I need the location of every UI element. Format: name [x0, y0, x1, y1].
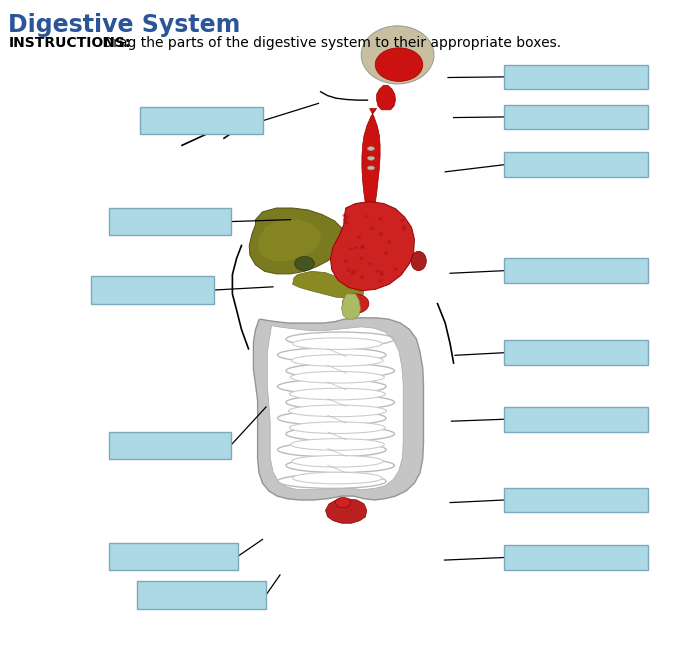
Polygon shape [267, 326, 403, 490]
FancyBboxPatch shape [91, 276, 214, 304]
Ellipse shape [344, 221, 349, 224]
FancyBboxPatch shape [504, 340, 648, 365]
Ellipse shape [290, 371, 384, 383]
FancyBboxPatch shape [108, 208, 231, 235]
Ellipse shape [293, 472, 382, 484]
FancyBboxPatch shape [140, 107, 262, 134]
Ellipse shape [295, 256, 314, 271]
FancyBboxPatch shape [108, 543, 238, 570]
FancyBboxPatch shape [504, 258, 648, 283]
Polygon shape [377, 85, 395, 110]
Ellipse shape [379, 233, 383, 236]
Ellipse shape [402, 227, 406, 231]
Text: Drag the parts of the digestive system to their appropriate boxes.: Drag the parts of the digestive system t… [98, 36, 561, 50]
Ellipse shape [368, 156, 374, 160]
Ellipse shape [291, 355, 384, 366]
Polygon shape [330, 202, 414, 291]
Polygon shape [258, 220, 321, 261]
Ellipse shape [354, 246, 358, 249]
Ellipse shape [387, 240, 391, 244]
Ellipse shape [288, 405, 386, 417]
Ellipse shape [291, 455, 384, 467]
Ellipse shape [365, 215, 369, 218]
Ellipse shape [344, 260, 348, 263]
Ellipse shape [352, 269, 356, 273]
Polygon shape [342, 294, 360, 319]
Ellipse shape [378, 279, 382, 282]
Ellipse shape [360, 245, 364, 249]
FancyBboxPatch shape [504, 407, 648, 432]
Ellipse shape [379, 273, 384, 276]
Text: Digestive System: Digestive System [8, 13, 241, 37]
Ellipse shape [342, 214, 346, 217]
Ellipse shape [293, 338, 382, 349]
Ellipse shape [400, 219, 405, 222]
Ellipse shape [384, 251, 388, 255]
Ellipse shape [370, 227, 374, 230]
Polygon shape [249, 208, 346, 274]
Polygon shape [293, 271, 364, 298]
Ellipse shape [346, 269, 351, 272]
Ellipse shape [345, 215, 349, 218]
Ellipse shape [375, 269, 379, 273]
Ellipse shape [379, 271, 384, 274]
Ellipse shape [342, 294, 369, 313]
Ellipse shape [393, 267, 398, 271]
Ellipse shape [360, 245, 365, 249]
Ellipse shape [368, 166, 374, 170]
FancyBboxPatch shape [504, 152, 648, 177]
Polygon shape [253, 318, 424, 500]
FancyBboxPatch shape [136, 581, 266, 609]
FancyBboxPatch shape [504, 105, 648, 129]
Ellipse shape [357, 236, 361, 239]
Ellipse shape [359, 256, 363, 260]
Ellipse shape [290, 388, 385, 400]
Ellipse shape [290, 439, 384, 450]
Polygon shape [362, 109, 380, 203]
Ellipse shape [368, 262, 372, 265]
Ellipse shape [290, 422, 385, 433]
Ellipse shape [351, 271, 355, 275]
Ellipse shape [368, 147, 374, 151]
Ellipse shape [343, 218, 347, 221]
Ellipse shape [361, 26, 434, 84]
FancyBboxPatch shape [108, 432, 231, 459]
Ellipse shape [379, 217, 383, 220]
Ellipse shape [335, 497, 351, 508]
Text: INSTRUCTIONS:: INSTRUCTIONS: [8, 36, 131, 50]
FancyBboxPatch shape [504, 65, 648, 89]
FancyBboxPatch shape [504, 488, 648, 512]
Ellipse shape [375, 48, 423, 81]
Ellipse shape [360, 276, 364, 279]
Polygon shape [326, 499, 367, 523]
Ellipse shape [402, 225, 406, 229]
Ellipse shape [411, 251, 426, 271]
Ellipse shape [349, 247, 353, 251]
FancyBboxPatch shape [504, 545, 648, 570]
